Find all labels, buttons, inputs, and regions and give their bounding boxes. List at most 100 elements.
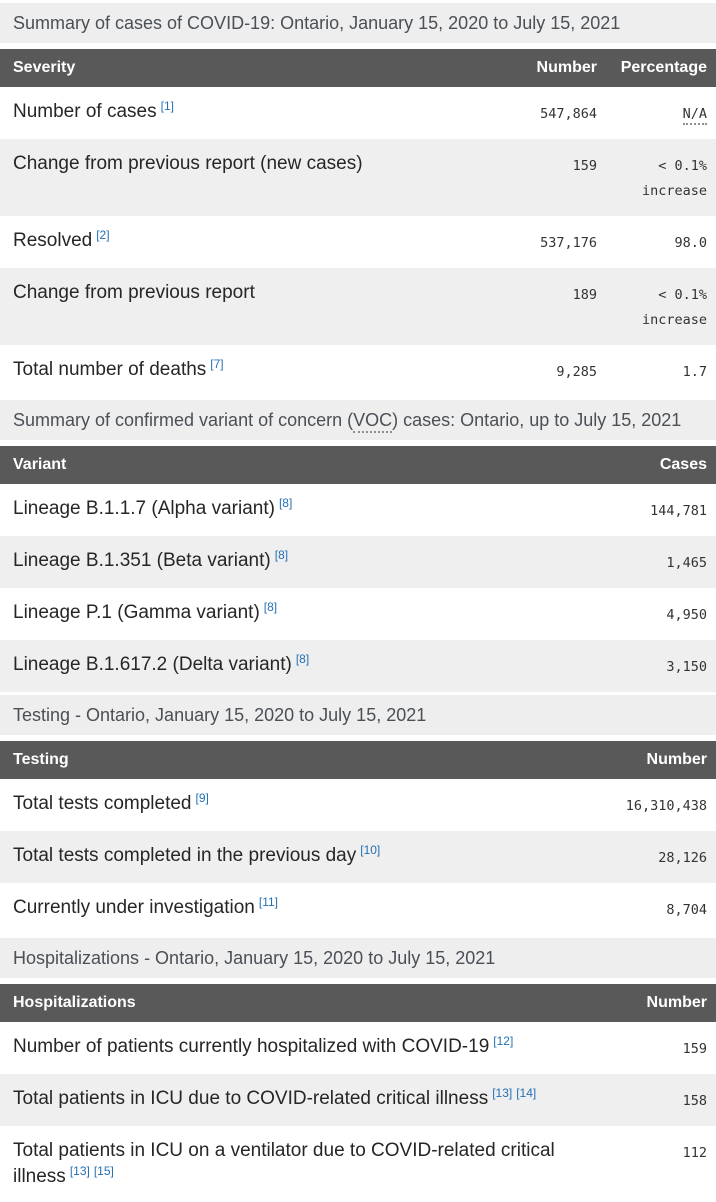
number-cell: 16,310,438 bbox=[625, 798, 707, 814]
table-row: Number of patients currently hospitalize… bbox=[0, 1022, 716, 1074]
label-cell: Resolved [2] bbox=[0, 216, 423, 268]
covid-data-tables: Summary of cases of COVID-19: Ontario, J… bbox=[0, 3, 716, 1202]
table-row: Total tests completed [9] 16,310,438 bbox=[0, 779, 716, 831]
number-cell: 112 bbox=[682, 1145, 707, 1161]
table-row: Lineage B.1.1.7 (Alpha variant) [8] 144,78… bbox=[0, 484, 716, 536]
footnote-ref: [9] bbox=[195, 791, 208, 805]
footnote-ref: [2] bbox=[96, 228, 109, 242]
column-header-severity: Severity bbox=[0, 49, 423, 87]
column-header-hospitalizations: Hospitalizations bbox=[0, 984, 586, 1022]
number-cell: 144,781 bbox=[650, 503, 707, 519]
row-label: Lineage P.1 (Gamma variant) bbox=[13, 602, 260, 623]
table-header-row: Testing Number bbox=[0, 741, 716, 779]
footnote-ref: [13] bbox=[492, 1086, 512, 1100]
hospitalizations-table: Hospitalizations Number Number of patients… bbox=[0, 984, 716, 1202]
column-header-cases: Cases bbox=[586, 446, 716, 484]
number-cell: 8,704 bbox=[666, 902, 707, 918]
section-heading-variant: Summary of confirmed variant of concern … bbox=[0, 400, 716, 440]
number-cell: 28,126 bbox=[658, 850, 707, 866]
table-row: Lineage B.1.617.2 (Delta variant) [8] 3,15… bbox=[0, 640, 716, 692]
number-cell: 4,950 bbox=[666, 607, 707, 623]
footnote-link[interactable]: [7] bbox=[210, 356, 224, 371]
voc-abbr: VOC bbox=[353, 410, 393, 433]
row-label: Number of patients currently hospitalize… bbox=[13, 1036, 490, 1057]
footnote-ref: [13] bbox=[70, 1164, 90, 1178]
table-header-row: Variant Cases bbox=[0, 446, 716, 484]
percentage-cell: < 0.1% increase bbox=[641, 158, 707, 199]
percentage-cell: 1.7 bbox=[682, 364, 707, 380]
na-abbr: N/A bbox=[682, 106, 707, 125]
footnote-ref: [8] bbox=[264, 600, 277, 614]
row-label: Total tests completed bbox=[13, 793, 192, 814]
footnote-ref: [8] bbox=[279, 496, 292, 510]
table-row: Resolved [2] 537,176 98.0 bbox=[0, 216, 716, 268]
footnote-link[interactable]: [13] bbox=[69, 1163, 90, 1178]
column-header-number: Number bbox=[423, 49, 606, 87]
table-row: Lineage B.1.351 (Beta variant) [8] 1,465 bbox=[0, 536, 716, 588]
footnote-link[interactable]: [8] bbox=[278, 495, 293, 510]
percentage-cell: N/A bbox=[606, 87, 716, 139]
row-label: Lineage B.1.1.7 (Alpha variant) bbox=[13, 498, 275, 519]
footnote-link[interactable]: [15] bbox=[93, 1163, 114, 1178]
row-label: Total tests completed in the previous da… bbox=[13, 845, 357, 866]
footnote-link[interactable]: [8] bbox=[263, 599, 278, 614]
table-row: Change from previous report (new cases) 1… bbox=[0, 139, 716, 216]
row-label: Total patients in ICU due to COVID-relat… bbox=[13, 1088, 489, 1109]
percentage-cell: 98.0 bbox=[674, 235, 707, 251]
testing-table: Testing Number Total tests completed [9] 16,… bbox=[0, 741, 716, 935]
section-heading-hospitalizations: Hospitalizations - Ontario, January 15, … bbox=[0, 938, 716, 978]
footnote-ref: [7] bbox=[210, 357, 223, 371]
row-label: Lineage B.1.351 (Beta variant) bbox=[13, 550, 271, 571]
label-cell: Total patients in ICU on a ventilator du… bbox=[0, 1126, 586, 1202]
footnote-link[interactable]: [8] bbox=[274, 547, 289, 562]
row-label: Lineage B.1.617.2 (Delta variant) bbox=[13, 654, 292, 675]
table-row: Currently under investigation [11] 8,704 bbox=[0, 883, 716, 935]
number-cell: 159 bbox=[682, 1041, 707, 1057]
footnote-link[interactable]: [11] bbox=[258, 894, 278, 909]
label-cell: Lineage B.1.1.7 (Alpha variant) [8] bbox=[0, 484, 586, 536]
row-label: Resolved bbox=[13, 230, 93, 251]
footnote-link[interactable]: [1] bbox=[160, 98, 174, 113]
label-cell: Number of patients currently hospitalize… bbox=[0, 1022, 586, 1074]
row-label: Change from previous report (new cases) bbox=[13, 153, 363, 174]
table-row: Change from previous report 189 < 0.1% inc… bbox=[0, 268, 716, 345]
column-header-testing: Testing bbox=[0, 741, 586, 779]
table-row: Total number of deaths [7] 9,285 1.7 bbox=[0, 345, 716, 397]
label-cell: Total tests completed in the previous da… bbox=[0, 831, 586, 883]
percentage-cell: < 0.1% increase bbox=[641, 287, 707, 328]
section-heading-text: ) cases: Ontario, up to July 15, 2021 bbox=[392, 410, 682, 430]
row-label: Currently under investigation bbox=[13, 897, 255, 918]
severity-table: Severity Number Percentage Number of cases [… bbox=[0, 49, 716, 397]
table-row: Number of cases [1] 547,864 N/A bbox=[0, 87, 716, 139]
section-heading-text: Summary of confirmed variant of concern … bbox=[13, 410, 354, 430]
variant-table: Variant Cases Lineage B.1.1.7 (Alpha varia… bbox=[0, 446, 716, 692]
table-header-row: Severity Number Percentage bbox=[0, 49, 716, 87]
footnote-ref: [8] bbox=[296, 652, 309, 666]
number-cell: 158 bbox=[682, 1093, 707, 1109]
number-cell: 547,864 bbox=[540, 106, 597, 122]
row-label: Total number of deaths bbox=[13, 359, 207, 380]
number-cell: 189 bbox=[572, 287, 597, 303]
number-cell: 9,285 bbox=[556, 364, 597, 380]
footnote-ref: [1] bbox=[161, 99, 174, 113]
label-cell: Total tests completed [9] bbox=[0, 779, 586, 831]
footnote-link[interactable]: [13] bbox=[492, 1085, 513, 1100]
footnote-link[interactable]: [9] bbox=[195, 790, 209, 805]
number-cell: 1,465 bbox=[666, 555, 707, 571]
footnote-link[interactable]: [12] bbox=[493, 1033, 514, 1048]
footnote-link[interactable]: [2] bbox=[96, 227, 110, 242]
table-row: Total patients in ICU due to COVID-relat… bbox=[0, 1074, 716, 1126]
column-header-percentage: Percentage bbox=[606, 49, 716, 87]
column-header-variant: Variant bbox=[0, 446, 586, 484]
footnote-link[interactable]: [14] bbox=[516, 1085, 537, 1100]
footnote-link[interactable]: [8] bbox=[295, 651, 310, 666]
number-cell: 159 bbox=[572, 158, 597, 174]
table-row: Total patients in ICU on a ventilator du… bbox=[0, 1126, 716, 1202]
row-label: Number of cases bbox=[13, 101, 157, 122]
section-heading-testing: Testing - Ontario, January 15, 2020 to J… bbox=[0, 695, 716, 735]
footnote-ref: [15] bbox=[94, 1164, 114, 1178]
table-row: Total tests completed in the previous da… bbox=[0, 831, 716, 883]
number-cell: 3,150 bbox=[666, 659, 707, 675]
label-cell: Change from previous report bbox=[0, 268, 423, 345]
footnote-link[interactable]: [10] bbox=[360, 842, 381, 857]
